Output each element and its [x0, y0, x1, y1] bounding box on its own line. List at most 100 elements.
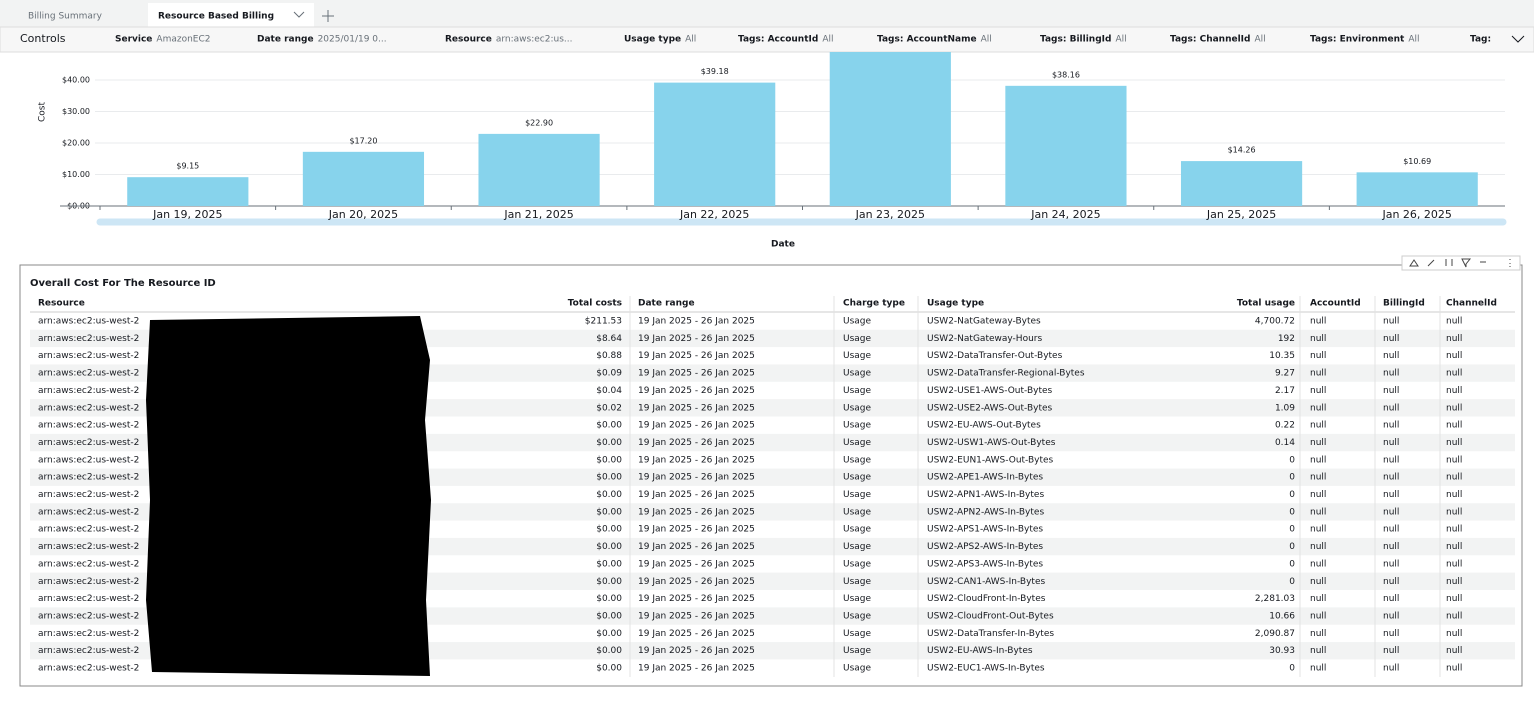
table-cell: USW2-APN1-AWS-In-Bytes [927, 490, 1044, 500]
table-cell: $0.00 [596, 542, 622, 552]
table-cell: null [1446, 334, 1462, 344]
table-cell: 19 Jan 2025 - 26 Jan 2025 [638, 577, 755, 587]
table-cell: null [1446, 559, 1462, 569]
active-tab[interactable] [148, 3, 314, 27]
table-cell: 19 Jan 2025 - 26 Jan 2025 [638, 594, 755, 604]
controls-bar [0, 26, 1534, 53]
table-cell: 19 Jan 2025 - 26 Jan 2025 [638, 664, 755, 674]
table-cell: Usage [843, 507, 872, 517]
filter-label[interactable]: Date range [257, 35, 314, 45]
table-cell: 19 Jan 2025 - 26 Jan 2025 [638, 386, 755, 396]
add-tab-icon[interactable] [322, 10, 334, 22]
table-cell: 19 Jan 2025 - 26 Jan 2025 [638, 317, 755, 327]
table-cell: USW2-NatGateway-Bytes [927, 317, 1041, 327]
x-tick-label: Jan 19, 2025 [152, 208, 222, 221]
table-cell: null [1446, 629, 1462, 639]
y-tick-label: $40.00 [62, 76, 90, 85]
table-cell: arn:aws:ec2:us-west-2 [38, 664, 139, 674]
table-cell: null [1310, 611, 1326, 621]
filter-label[interactable]: Service [115, 35, 152, 45]
table-cell: 19 Jan 2025 - 26 Jan 2025 [638, 369, 755, 379]
table-cell: Usage [843, 525, 872, 535]
filter-label[interactable]: Tags: AccountId [738, 35, 818, 45]
table-cell: $0.00 [596, 646, 622, 656]
filter-value[interactable]: All [1254, 35, 1265, 45]
table-cell: null [1310, 525, 1326, 535]
tab-menu-icon[interactable] [293, 11, 305, 18]
filter-value[interactable]: All [1408, 35, 1419, 45]
table-cell: null [1383, 507, 1399, 517]
filter-value[interactable]: All [685, 35, 696, 45]
filter-value[interactable]: All [1115, 35, 1126, 45]
table-cell: Usage [843, 664, 872, 674]
filter-label[interactable]: Resource [445, 35, 492, 45]
table-cell: USW2-CAN1-AWS-In-Bytes [927, 577, 1045, 587]
table-cell: arn:aws:ec2:us-west-2 [38, 334, 139, 344]
table-cell: null [1383, 525, 1399, 535]
tab[interactable]: Resource Based Billing [158, 12, 274, 22]
value-label: $39.18 [701, 67, 729, 76]
table-cell: $0.00 [596, 455, 622, 465]
table-cell: null [1310, 351, 1326, 361]
table-cell: USW2-CloudFront-Out-Bytes [927, 611, 1054, 621]
table-cell: 1.09 [1275, 403, 1295, 413]
table-cell: $8.64 [596, 334, 622, 344]
table-cell: 0 [1289, 473, 1295, 483]
table-cell: 19 Jan 2025 - 26 Jan 2025 [638, 351, 755, 361]
table-toolbar-icons[interactable] [1401, 255, 1521, 271]
table-cell: null [1310, 559, 1326, 569]
table-cell: null [1446, 351, 1462, 361]
filter-label[interactable]: Tags: AccountName [877, 35, 977, 45]
table-cell: arn:aws:ec2:us-west-2 [38, 421, 139, 431]
table-cell: arn:aws:ec2:us-west-2 [38, 577, 139, 587]
filter-value[interactable]: AmazonEC2 [156, 35, 210, 45]
column-header[interactable]: Date range [638, 299, 695, 309]
column-header[interactable]: Charge type [843, 299, 905, 309]
y-tick-label: $20.00 [62, 139, 90, 148]
x-tick-label: Jan 26, 2025 [1381, 208, 1451, 221]
filter-label[interactable]: Tags: Environment [1310, 35, 1405, 45]
table-cell: 0.22 [1275, 421, 1295, 431]
table-cell: null [1383, 317, 1399, 327]
column-header[interactable]: Resource [38, 299, 85, 309]
filter-label[interactable]: Tags: BillingId [1040, 35, 1111, 45]
table-cell: null [1310, 577, 1326, 587]
table-cell: Usage [843, 559, 872, 569]
filter-label[interactable]: Tag: [1470, 35, 1491, 45]
table-cell: USW2-EU-AWS-In-Bytes [927, 646, 1033, 656]
table-cell: null [1310, 646, 1326, 656]
table-cell: arn:aws:ec2:us-west-2 [38, 386, 139, 396]
column-header[interactable]: Total usage [1237, 299, 1295, 309]
filter-value[interactable]: arn:aws:ec2:us... [496, 35, 573, 45]
column-header[interactable]: Usage type [927, 299, 984, 309]
table-cell: null [1383, 664, 1399, 674]
filter-label[interactable]: Tags: ChannelId [1170, 35, 1250, 45]
table-cell: arn:aws:ec2:us-west-2 [38, 317, 139, 327]
column-header[interactable]: BillingId [1383, 299, 1425, 309]
table-cell: arn:aws:ec2:us-west-2 [38, 490, 139, 500]
table-cell: $0.02 [596, 403, 622, 413]
column-header[interactable]: ChannelId [1446, 299, 1497, 309]
bar [478, 133, 600, 206]
table-cell: 19 Jan 2025 - 26 Jan 2025 [638, 455, 755, 465]
value-label: $38.16 [1052, 70, 1080, 79]
table-cell: null [1446, 455, 1462, 465]
tab[interactable]: Billing Summary [28, 12, 103, 22]
filter-value[interactable]: 2025/01/19 0... [318, 35, 387, 45]
table-cell: 0 [1289, 455, 1295, 465]
table-cell: Usage [843, 490, 872, 500]
filter-label[interactable]: Usage type [624, 35, 681, 45]
bar [302, 151, 425, 206]
value-label: $22.90 [525, 118, 553, 127]
column-header[interactable]: Total costs [568, 299, 622, 309]
filter-value[interactable]: All [822, 35, 833, 45]
table-cell: arn:aws:ec2:us-west-2 [38, 507, 139, 517]
table-cell: Usage [843, 369, 872, 379]
table-cell: $0.00 [596, 664, 622, 674]
filter-value[interactable]: All [981, 35, 992, 45]
table-cell: 19 Jan 2025 - 26 Jan 2025 [638, 646, 755, 656]
column-header[interactable]: AccountId [1310, 299, 1361, 309]
table-cell: 0.14 [1275, 438, 1295, 448]
controls-expand-icon[interactable] [1511, 35, 1525, 43]
